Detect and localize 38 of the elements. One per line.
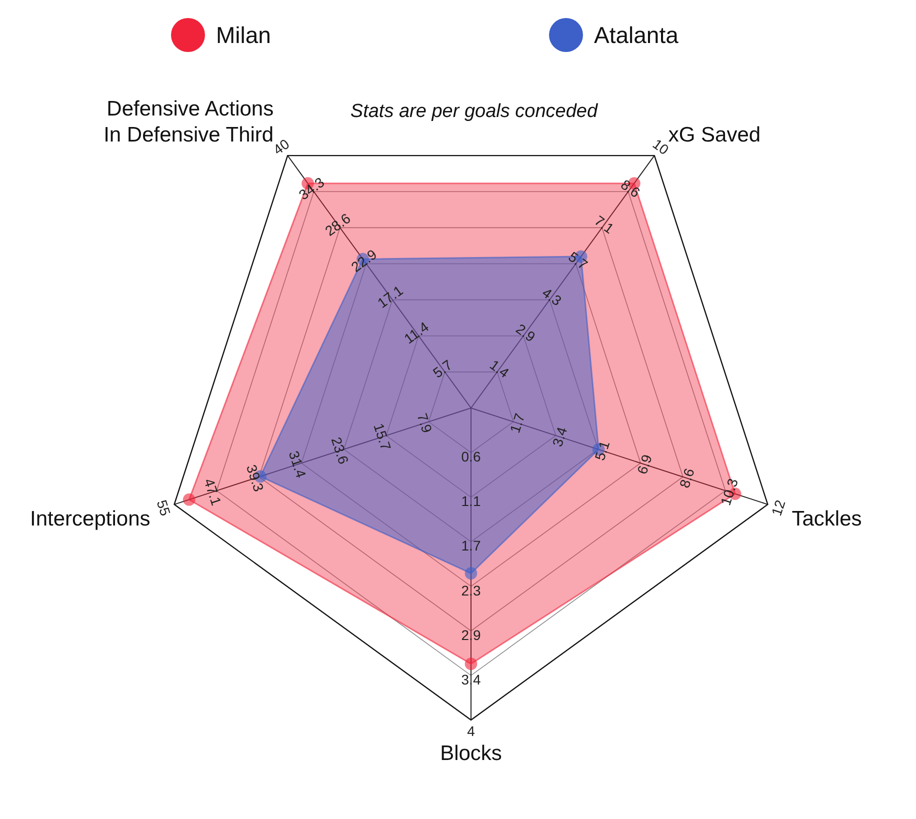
text: 7.1 bbox=[592, 212, 617, 237]
text: 12 bbox=[768, 498, 788, 518]
text: 6.9 bbox=[634, 452, 655, 476]
text: 47.1 bbox=[201, 476, 225, 508]
text: 5.7 bbox=[566, 248, 591, 273]
text: 31.4 bbox=[286, 448, 310, 480]
text: 11.4 bbox=[400, 318, 432, 347]
text: 10.3 bbox=[717, 476, 741, 508]
text: 23.6 bbox=[328, 435, 352, 466]
text: 0.6 bbox=[461, 448, 481, 465]
text: 2.9 bbox=[513, 320, 538, 345]
text: 39.3 bbox=[243, 462, 268, 494]
text: 8.6 bbox=[676, 466, 698, 490]
text: 1.4 bbox=[486, 356, 512, 381]
spoke-label: xG Saved bbox=[668, 124, 761, 147]
text: 28.6 bbox=[322, 210, 354, 239]
spoke-label: Defensive Actions In Defensive Third bbox=[104, 98, 274, 147]
text: 4 bbox=[467, 723, 475, 739]
text: 5.7 bbox=[430, 356, 456, 381]
text: 1.7 bbox=[461, 538, 481, 554]
spoke-label: Tackles bbox=[792, 507, 862, 530]
text: 5.1 bbox=[591, 438, 613, 462]
spoke-label: Blocks bbox=[440, 742, 502, 765]
legend-label: Atalanta bbox=[594, 22, 679, 48]
text: 55 bbox=[154, 498, 174, 518]
text: 3.4 bbox=[548, 425, 570, 449]
text: 22.9 bbox=[348, 246, 380, 276]
text: 34.3 bbox=[296, 174, 328, 203]
text: 7.9 bbox=[414, 411, 436, 435]
text: 15.7 bbox=[370, 421, 394, 452]
spoke-label: Interceptions bbox=[30, 507, 150, 530]
text: 17.1 bbox=[374, 282, 406, 312]
text: Stats are per goals conceded bbox=[350, 101, 600, 122]
text: 1.7 bbox=[506, 411, 528, 435]
legend-label: Milan bbox=[216, 22, 271, 48]
text: 1.1 bbox=[461, 493, 481, 510]
text: 4.3 bbox=[539, 284, 565, 309]
text: 8.6 bbox=[618, 176, 644, 201]
